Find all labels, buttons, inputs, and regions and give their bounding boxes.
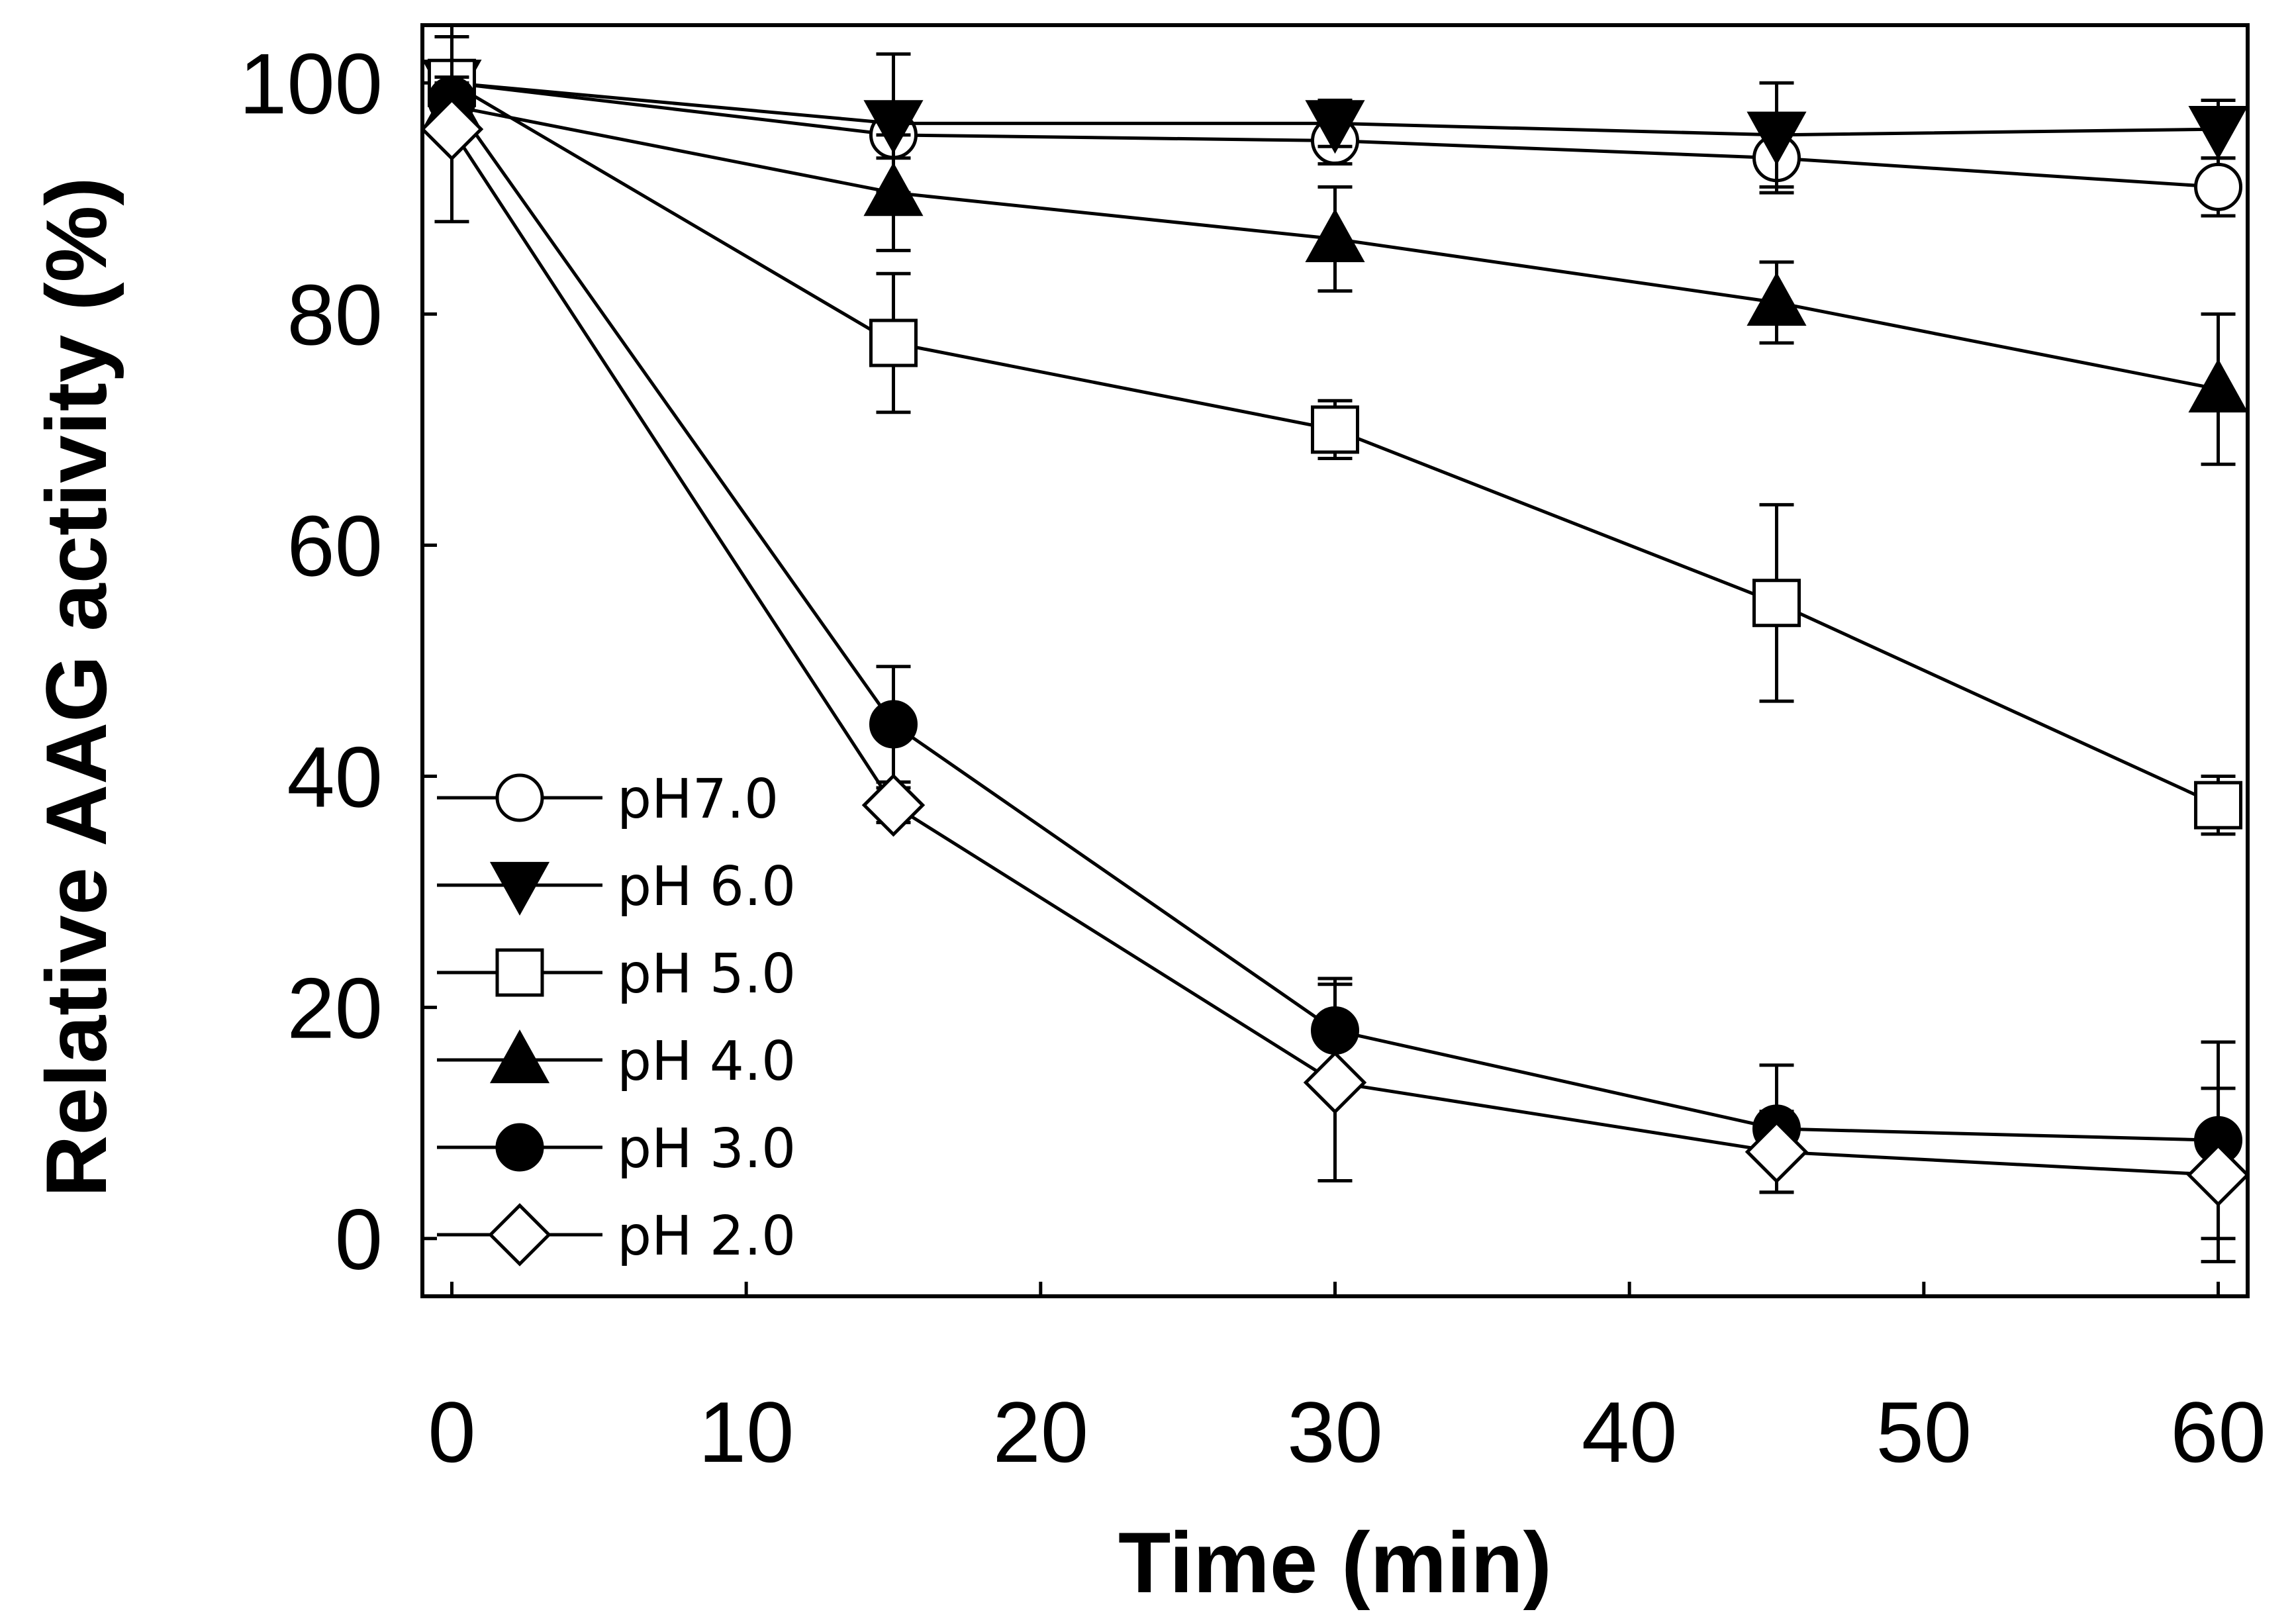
legend: pH7.0 pH 6.0 pH 5.0 pH 4.0 pH 3.0 pH 2.0 (437, 768, 796, 1268)
legend-marker (495, 948, 544, 997)
y-tick-label: 20 (287, 960, 383, 1057)
data-point (861, 773, 926, 837)
legend-marker (489, 1029, 550, 1084)
data-point (420, 97, 484, 161)
data-point (863, 100, 924, 154)
legend-marker (488, 1203, 551, 1266)
series-ph-4-0 (422, 75, 2248, 466)
data-point (1305, 100, 1365, 154)
data-point (2194, 162, 2243, 211)
x-tick-label: 60 (2170, 1384, 2266, 1480)
legend-entry: pH7.0 (437, 768, 779, 831)
data-point (1752, 579, 1801, 628)
data-point (2186, 1143, 2250, 1207)
legend-label: pH 4.0 (617, 1030, 796, 1093)
legend-entry: pH 5.0 (437, 943, 796, 1006)
y-tick-label: 80 (287, 266, 383, 363)
legend-marker (495, 773, 544, 822)
series-ph-2-0 (420, 34, 2250, 1264)
data-point (1744, 1120, 1809, 1184)
legend-entry: pH 6.0 (437, 855, 796, 918)
x-tick-label: 50 (1876, 1384, 1972, 1480)
data-point (2188, 358, 2248, 412)
legend-entry: pH 2.0 (437, 1203, 796, 1268)
data-point (863, 162, 924, 216)
x-tick-label: 30 (1287, 1384, 1383, 1480)
series-layer (420, 23, 2250, 1264)
legend-marker (489, 861, 550, 916)
legend-marker (495, 1123, 544, 1172)
y-tick-label: 60 (287, 497, 383, 594)
legend-label: pH 2.0 (617, 1205, 796, 1268)
legend-entry: pH 3.0 (437, 1118, 796, 1180)
axes: 0 20 40 60 80 100 0 10 20 30 40 50 60 (239, 35, 2266, 1480)
data-point (869, 700, 918, 749)
data-point (1746, 111, 1807, 166)
data-point (1746, 271, 1807, 326)
data-point (2194, 781, 2243, 830)
x-tick-label: 0 (428, 1384, 475, 1480)
y-tick-label: 0 (335, 1191, 383, 1288)
series-ph-5-0 (427, 58, 2243, 836)
legend-entry: pH 4.0 (437, 1029, 796, 1093)
y-tick-label: 100 (239, 35, 383, 132)
x-axis-title: Time (min) (1118, 1514, 1552, 1611)
data-point (2188, 105, 2248, 160)
x-tick-label: 40 (1582, 1384, 1678, 1480)
x-tick-label: 20 (993, 1384, 1089, 1480)
legend-label: pH 5.0 (617, 943, 796, 1006)
data-point (1305, 208, 1365, 263)
y-tick-label: 40 (287, 729, 383, 826)
y-axis-title: Relative AAG activity (%) (28, 177, 124, 1197)
data-point (1311, 405, 1359, 454)
legend-label: pH7.0 (617, 768, 779, 831)
data-point (1303, 1051, 1367, 1114)
legend-label: pH 3.0 (617, 1118, 796, 1180)
data-point (869, 318, 918, 367)
x-tick-label: 10 (698, 1384, 794, 1480)
legend-label: pH 6.0 (617, 855, 796, 918)
series-ph-6-0 (422, 23, 2248, 195)
